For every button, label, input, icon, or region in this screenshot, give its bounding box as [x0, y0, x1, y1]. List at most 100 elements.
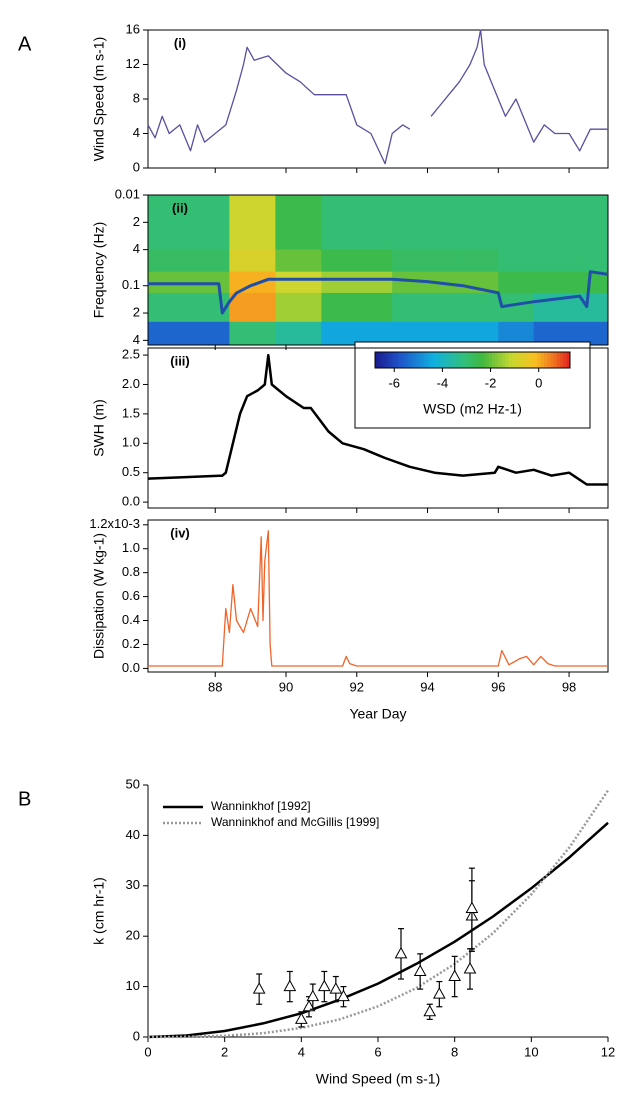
colorbar-step [518, 352, 522, 368]
y-tick-label: 4 [133, 125, 140, 140]
triangle-marker [302, 999, 316, 1012]
heatmap-cell [148, 222, 230, 251]
y-tick-label: 1.2x10-3 [89, 516, 140, 531]
colorbar-step [553, 352, 558, 368]
colorbar-step [417, 352, 421, 368]
y-tick-label: 8 [133, 90, 140, 105]
colorbar-step [453, 352, 457, 368]
triangle-marker [394, 946, 408, 959]
colorbar-tick-label: -6 [388, 375, 400, 390]
y-tick-label: 0.2 [122, 636, 140, 651]
y-tick-label: 0.1 [122, 277, 140, 292]
heatmap-cell [148, 195, 230, 223]
heatmap-cell [275, 271, 322, 294]
colorbar-step [381, 352, 386, 368]
heatmap-cell [462, 222, 499, 251]
heatmap-cell [275, 195, 322, 223]
colorbar-step [563, 352, 568, 368]
x-tick-label: 88 [208, 679, 222, 694]
x-tick-label: 94 [420, 679, 434, 694]
triangle-marker [423, 1004, 437, 1017]
colorbar-step [391, 352, 395, 368]
heatmap-cell [229, 271, 276, 294]
y-axis-label: Wind Speed (m s-1) [91, 37, 107, 161]
y-tick-label: 0.8 [122, 564, 140, 579]
colorbar-step [404, 352, 408, 368]
colorbar-step [488, 352, 493, 368]
heatmap-cell [148, 249, 230, 273]
panel-label: B [18, 788, 31, 810]
triangle-marker [465, 901, 479, 913]
triangle-marker [413, 964, 427, 976]
triangle-marker [337, 989, 350, 1002]
heatmap-cell [392, 292, 464, 323]
heatmap-cell [498, 195, 535, 223]
heatmap-cell [462, 321, 499, 345]
colorbar-step [495, 352, 499, 368]
y-tick-label: 50 [126, 776, 140, 791]
colorbar-step [511, 352, 516, 368]
colorbar-label: WSD (m2 Hz-1) [423, 401, 522, 417]
panel: A 0 4 8 12 16 Wind Speed (m s-1) (i) [18, 21, 609, 174]
y-tick-label: 1.0 [122, 540, 140, 555]
data-line [147, 821, 609, 1039]
colorbar-step [524, 352, 529, 368]
x-tick-label: 2 [221, 1044, 228, 1059]
colorbar-step [492, 352, 496, 368]
y-tick-label: 10 [126, 978, 140, 993]
triangle-marker [283, 979, 297, 992]
x-tick-label: 96 [491, 679, 505, 694]
x-tick-label: 10 [524, 1044, 538, 1059]
heatmap-cell [275, 222, 322, 251]
colorbar-step [420, 352, 425, 368]
heatmap-cell [462, 249, 499, 273]
legend-label: Wanninkhof [1992] [211, 799, 311, 813]
x-tick-label: 4 [298, 1044, 305, 1059]
heatmap-cell [498, 271, 535, 294]
heatmap-cell [321, 195, 393, 223]
triangle-marker [448, 969, 462, 982]
colorbar-step [375, 352, 379, 368]
colorbar-step [508, 352, 512, 368]
colorbar-step [479, 352, 483, 368]
triangle-marker [432, 987, 446, 999]
y-tick-label: 1.0 [122, 435, 140, 450]
colorbar-tick-label: -4 [437, 375, 449, 390]
heatmap-cell [229, 292, 276, 323]
y-tick-label: 0.4 [122, 612, 140, 627]
heatmap-cell [321, 271, 393, 294]
colorbar-step [566, 352, 571, 368]
x-axis-label: Year Day [349, 706, 406, 722]
triangle-marker [317, 979, 331, 992]
heatmap-cell [229, 195, 276, 223]
heatmap-cell [321, 222, 393, 251]
heatmap-cell [533, 222, 608, 251]
x-tick-label: 0 [144, 1044, 151, 1059]
heatmap-cell [275, 292, 322, 323]
triangle-marker [306, 989, 320, 1002]
y-tick-label: 40 [126, 827, 140, 842]
colorbar-step [466, 352, 470, 368]
colorbar-step [485, 352, 490, 368]
x-tick-label: 6 [374, 1044, 381, 1059]
colorbar-step [433, 352, 438, 368]
colorbar-step [534, 352, 538, 368]
x-tick-label: 92 [350, 679, 364, 694]
heatmap-cell [498, 249, 535, 273]
heatmap [148, 195, 608, 345]
colorbar-step [469, 352, 473, 368]
heatmap-cell [533, 249, 608, 273]
colorbar-step [537, 352, 542, 368]
colorbar-step [443, 352, 447, 368]
panel: B 0 10 20 30 40 50 0 2 4 6 8 10 12 Wind Speed (m s-1) k… [18, 776, 615, 1086]
colorbar-step [456, 352, 460, 368]
colorbar-step [446, 352, 451, 368]
x-axis-label: Wind Speed (m s-1) [316, 1071, 440, 1087]
y-tick-label: 1.5 [122, 405, 140, 420]
triangle-marker [294, 1012, 308, 1024]
x-tick-label: 8 [451, 1044, 458, 1059]
x-tick-label: 12 [601, 1044, 615, 1059]
colorbar-step [427, 352, 431, 368]
y-tick-label: 16 [126, 21, 140, 36]
colorbar-step [378, 352, 382, 368]
